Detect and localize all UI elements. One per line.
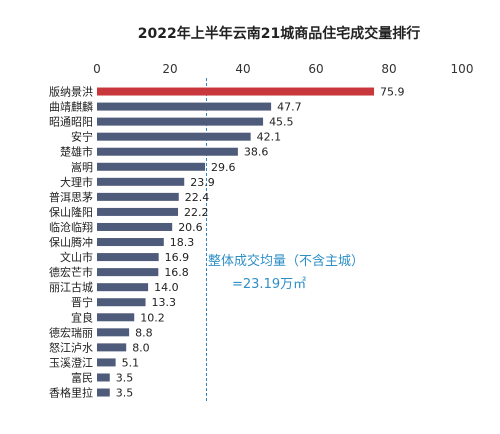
x-tick-label: 100 — [451, 62, 474, 76]
data-label: 16.9 — [165, 251, 190, 264]
x-tick-label: 20 — [162, 62, 177, 76]
category-labels: 版纳景洪曲靖麒麟昭通昭阳安宁楚雄市嵩明大理市普洱思茅保山隆阳临沧临翔保山腾冲文山… — [49, 85, 93, 400]
bar — [97, 373, 110, 382]
data-label: 13.3 — [152, 296, 177, 309]
bar — [97, 313, 135, 322]
category-label: 大理市 — [60, 175, 93, 189]
category-label: 普洱思茅 — [49, 190, 93, 204]
bar — [97, 147, 238, 156]
category-label: 怒江泸水 — [49, 340, 93, 354]
bar — [97, 162, 206, 171]
data-label: 42.1 — [257, 131, 282, 144]
bar — [97, 358, 116, 367]
bar — [97, 298, 146, 307]
category-label: 丽江古城 — [49, 281, 93, 294]
data-label: 75.9 — [380, 86, 405, 99]
category-label: 曲靖麒麟 — [49, 100, 93, 114]
data-label: 5.1 — [122, 356, 139, 369]
data-label: 22.4 — [185, 191, 210, 204]
category-label: 晋宁 — [71, 295, 93, 309]
category-label: 玉溪澄江 — [49, 355, 93, 369]
value-labels: 75.9 47.7 45.5 42.1 38.6 29.6 23.9 22.4 22.2 20.6… — [116, 86, 405, 400]
annotation-line-2: =23.19万㎡ — [232, 277, 306, 292]
category-label: 楚雄市 — [60, 145, 93, 159]
category-label: 文山市 — [60, 250, 93, 264]
data-label: 45.5 — [269, 116, 294, 129]
category-label: 安宁 — [71, 130, 93, 144]
data-label: 16.8 — [164, 266, 189, 279]
bar — [97, 253, 159, 262]
category-label: 保山腾冲 — [49, 235, 93, 249]
data-label: 3.5 — [116, 387, 133, 400]
bar — [97, 238, 164, 247]
chart-title: 2022年上半年云南21城商品住宅成交量排行 — [138, 25, 420, 42]
data-label: 8.8 — [135, 326, 153, 339]
bar — [97, 177, 185, 186]
bar — [97, 388, 110, 397]
bar — [97, 283, 149, 292]
category-label: 临沧临翔 — [49, 220, 93, 234]
bars — [97, 87, 375, 397]
data-label: 18.3 — [170, 236, 195, 249]
bar — [97, 207, 179, 216]
category-label: 版纳景洪 — [49, 85, 93, 99]
bar — [97, 268, 159, 277]
data-label: 47.7 — [277, 101, 302, 114]
category-label: 德宏瑞丽 — [49, 325, 93, 339]
bar — [97, 102, 272, 111]
bar — [97, 192, 179, 201]
category-label: 香格里拉 — [49, 386, 93, 400]
x-axis-ticks: 0 20 40 60 80 100 — [93, 62, 473, 76]
x-tick-label: 60 — [308, 62, 323, 76]
bar — [97, 222, 173, 231]
data-label: 22.2 — [184, 206, 209, 219]
x-tick-label: 80 — [381, 62, 396, 76]
category-label: 保山隆阳 — [49, 205, 93, 219]
data-label: 8.0 — [132, 341, 150, 354]
data-label: 20.6 — [178, 221, 203, 234]
data-label: 14.0 — [154, 281, 179, 294]
category-label: 富民 — [71, 370, 93, 384]
bar — [97, 132, 251, 141]
data-label: 23.9 — [190, 176, 215, 189]
annotation-line-1: 整体成交均量（不含主城） — [208, 253, 364, 269]
x-tick-label: 40 — [235, 62, 250, 76]
category-label: 宜良 — [71, 310, 93, 324]
bar — [97, 87, 375, 96]
data-label: 3.5 — [116, 371, 133, 384]
data-label: 38.6 — [244, 146, 269, 159]
category-label: 昭通昭阳 — [49, 116, 93, 129]
category-label: 德宏芒市 — [49, 265, 93, 279]
bar — [97, 117, 264, 126]
data-label: 10.2 — [140, 311, 165, 324]
x-tick-label: 0 — [93, 62, 101, 76]
bar — [97, 343, 127, 352]
bar — [97, 328, 130, 337]
data-label: 29.6 — [211, 161, 236, 174]
category-label: 嵩明 — [71, 161, 93, 174]
